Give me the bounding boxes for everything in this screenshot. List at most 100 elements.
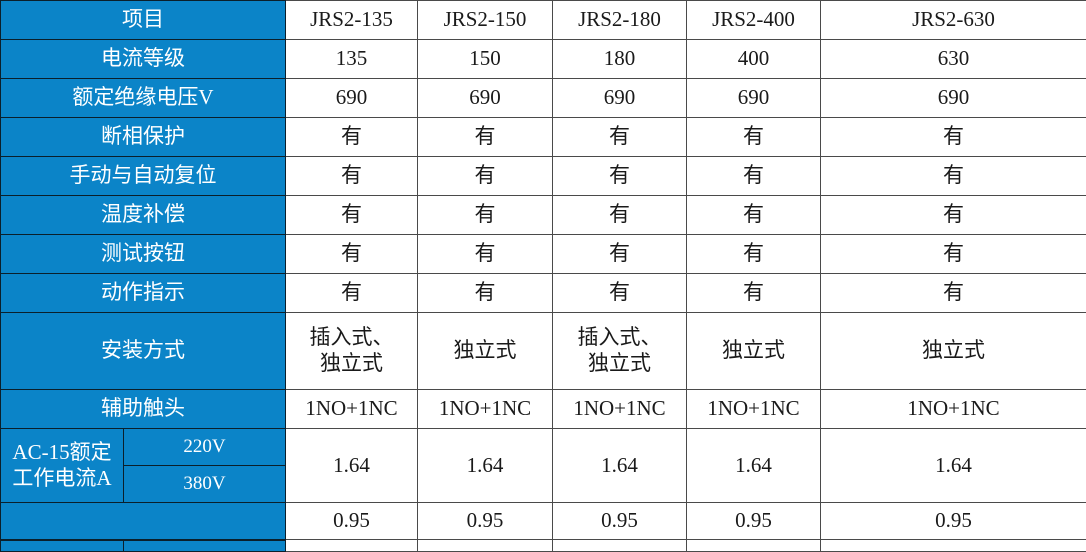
cell-value: 180: [553, 40, 687, 79]
table-row: 手动与自动复位 有 有 有 有 有: [1, 157, 1086, 196]
cell-value: 有: [687, 196, 821, 235]
cell-value-line1: 插入式、: [553, 325, 686, 351]
cell-value-line1: 独立式: [418, 338, 552, 364]
ac15-label-line2: 工作电流A: [1, 466, 123, 492]
header-cell-model-150: JRS2-150: [418, 1, 553, 40]
cell-value: 有: [821, 157, 1086, 196]
cell-value: 插入式、 独立式: [286, 313, 418, 390]
cell-value: 有: [286, 274, 418, 313]
row-label-temperature-compensation: 温度补偿: [1, 196, 286, 235]
table-row: 温度补偿 有 有 有 有 有: [1, 196, 1086, 235]
table-row: 电流等级 135 150 180 400 630: [1, 40, 1086, 79]
cell-value: 有: [286, 235, 418, 274]
cell-value: 有: [687, 157, 821, 196]
cell-value: 有: [553, 196, 687, 235]
cell-value: 0.95: [553, 503, 687, 540]
cell-value-line1: 独立式: [821, 338, 1086, 364]
cell-value: 独立式: [418, 313, 553, 390]
cell-value: 1NO+1NC: [553, 390, 687, 429]
table-row-ac15-380v: 0.95 0.95 0.95 0.95 0.95: [1, 503, 1086, 540]
cell-value: 有: [821, 118, 1086, 157]
clipped-cell: [553, 540, 687, 552]
table-row: 额定绝缘电压V 690 690 690 690 690: [1, 79, 1086, 118]
table-row: 测试按钮 有 有 有 有 有: [1, 235, 1086, 274]
row-label-mounting-type: 安装方式: [1, 313, 286, 390]
cell-value: 有: [418, 157, 553, 196]
ac15-label-line1: AC-15额定: [1, 440, 123, 466]
header-cell-model-400: JRS2-400: [687, 1, 821, 40]
cell-value: 有: [553, 118, 687, 157]
cell-value: 630: [821, 40, 1086, 79]
clipped-subcell-left: [1, 541, 124, 552]
ac15-sublabel-220v: 220V: [124, 429, 286, 466]
row-label-auxiliary-contact: 辅助触头: [1, 390, 286, 429]
cell-value: 有: [418, 196, 553, 235]
cell-value: 有: [286, 118, 418, 157]
table-row: 动作指示 有 有 有 有 有: [1, 274, 1086, 313]
cell-value: 有: [286, 196, 418, 235]
cell-value: 1NO+1NC: [418, 390, 553, 429]
cell-value: 0.95: [687, 503, 821, 540]
table-row-clipped: [1, 540, 1086, 552]
cell-value-line2: 独立式: [553, 351, 686, 377]
cell-value: 690: [687, 79, 821, 118]
clipped-cell: [286, 540, 418, 552]
cell-value: 1.64: [821, 429, 1086, 503]
cell-value: 独立式: [687, 313, 821, 390]
cell-value: 0.95: [821, 503, 1086, 540]
row-label-action-indication: 动作指示: [1, 274, 286, 313]
cell-value: 690: [286, 79, 418, 118]
cell-value: 有: [286, 157, 418, 196]
cell-value: 有: [687, 118, 821, 157]
cell-value: 135: [286, 40, 418, 79]
header-cell-item: 项目: [1, 1, 286, 40]
cell-value: 1.64: [553, 429, 687, 503]
ac15-label-spacer: [1, 503, 286, 540]
clipped-cell: [687, 540, 821, 552]
header-cell-model-630: JRS2-630: [821, 1, 1086, 40]
cell-value-line1: 插入式、: [286, 325, 417, 351]
cell-value: 有: [821, 235, 1086, 274]
clipped-subcell-right: [124, 541, 286, 552]
cell-value: 150: [418, 40, 553, 79]
cell-value: 独立式: [821, 313, 1086, 390]
cell-value: 690: [821, 79, 1086, 118]
cell-value: 有: [553, 274, 687, 313]
table-row-mounting: 安装方式 插入式、 独立式 独立式 插入式、 独立式 独立式 独立式: [1, 313, 1086, 390]
cell-value: 有: [687, 274, 821, 313]
table-row-aux-contact: 辅助触头 1NO+1NC 1NO+1NC 1NO+1NC 1NO+1NC 1NO…: [1, 390, 1086, 429]
cell-value-line1: 独立式: [687, 338, 820, 364]
cell-value: 1NO+1NC: [687, 390, 821, 429]
row-label-current-rating: 电流等级: [1, 40, 286, 79]
ac15-sublabel-380v: 380V: [124, 466, 286, 503]
table-row-ac15-220v: AC-15额定 工作电流A 220V 380V 1.64 1.64 1.64 1…: [1, 429, 1086, 503]
cell-value: 有: [687, 235, 821, 274]
cell-value: 400: [687, 40, 821, 79]
header-cell-model-135: JRS2-135: [286, 1, 418, 40]
cell-value: 1.64: [687, 429, 821, 503]
ac15-group-label: AC-15额定 工作电流A: [1, 429, 124, 502]
clipped-cell: [821, 540, 1086, 552]
row-label-rated-insulation-voltage: 额定绝缘电压V: [1, 79, 286, 118]
cell-value: 1.64: [418, 429, 553, 503]
cell-value: 插入式、 独立式: [553, 313, 687, 390]
cell-value: 有: [553, 235, 687, 274]
row-label-manual-auto-reset: 手动与自动复位: [1, 157, 286, 196]
cell-value: 1NO+1NC: [821, 390, 1086, 429]
cell-value: 有: [821, 196, 1086, 235]
cell-value: 0.95: [286, 503, 418, 540]
table-row: 断相保护 有 有 有 有 有: [1, 118, 1086, 157]
table-header-row: 项目 JRS2-135 JRS2-150 JRS2-180 JRS2-400 J…: [1, 1, 1086, 40]
clipped-label-cell: [1, 540, 286, 552]
cell-value: 1.64: [286, 429, 418, 503]
cell-value: 有: [418, 274, 553, 313]
clipped-cell: [418, 540, 553, 552]
cell-value-line2: 独立式: [286, 351, 417, 377]
cell-value: 0.95: [418, 503, 553, 540]
cell-value: 有: [821, 274, 1086, 313]
cell-value: 1NO+1NC: [286, 390, 418, 429]
header-cell-model-180: JRS2-180: [553, 1, 687, 40]
cell-value: 有: [418, 235, 553, 274]
cell-value: 690: [418, 79, 553, 118]
